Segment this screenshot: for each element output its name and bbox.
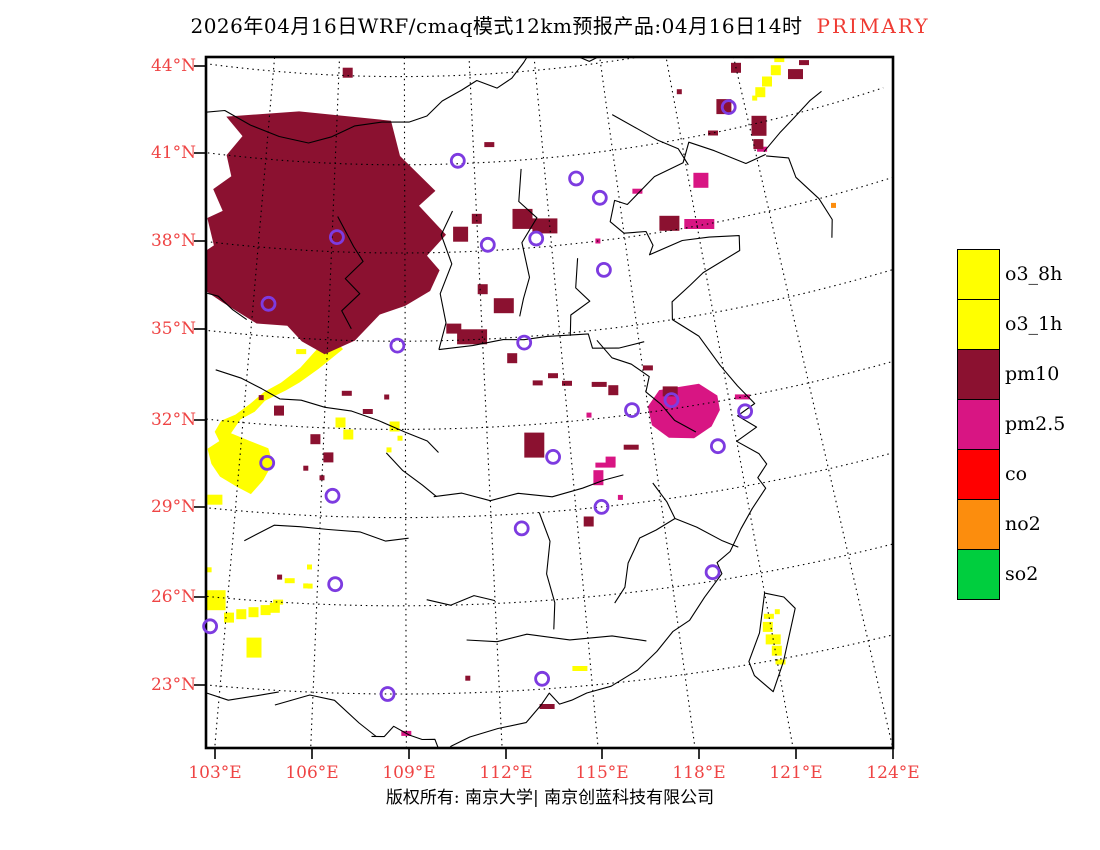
city-ring-icon bbox=[259, 454, 276, 471]
map-frame bbox=[204, 55, 895, 750]
city-ring-icon bbox=[449, 152, 466, 169]
lat-label-35: 35°N bbox=[150, 319, 196, 339]
pollution-layer-pm10 bbox=[206, 57, 809, 709]
pollutant-legend: o3_8h o3_1h pm10 pm2.5 co no2 so2 bbox=[957, 249, 1065, 600]
city-ring-icon bbox=[545, 448, 561, 465]
city-ring-icon bbox=[324, 487, 341, 504]
legend-swatch-so2: so2 bbox=[957, 549, 1038, 600]
lat-label-23: 23°N bbox=[150, 675, 196, 695]
city-ring-icon bbox=[591, 189, 608, 206]
city-ring-icon bbox=[720, 99, 737, 115]
legend-swatch-co: co bbox=[957, 449, 1027, 500]
lat-label-41: 41°N bbox=[150, 143, 196, 163]
lon-label-109: 109°E bbox=[382, 763, 436, 783]
lat-label-26: 26°N bbox=[150, 587, 196, 607]
city-ring-icon bbox=[596, 261, 612, 278]
map-inner-layers bbox=[206, 57, 893, 748]
title-text: 2026年04月16日WRF/cmaq模式12km预报产品:04月16日14时 bbox=[190, 14, 803, 38]
city-ring-icon bbox=[327, 576, 344, 593]
legend-label-no2: no2 bbox=[1005, 513, 1041, 535]
city-ring-icon bbox=[328, 229, 345, 246]
city-ring-icon bbox=[202, 618, 219, 635]
lon-label-103: 103°E bbox=[188, 763, 242, 783]
city-ring-icon bbox=[379, 686, 396, 702]
legend-swatch-pm25: pm2.5 bbox=[957, 399, 1065, 450]
pollution-layer-no2 bbox=[831, 202, 836, 208]
city-ring-icon bbox=[534, 670, 550, 687]
city-ring-icon bbox=[513, 520, 530, 537]
city-ring-icon bbox=[624, 402, 640, 419]
title-pollutant-mode: PRIMARY bbox=[816, 14, 930, 38]
coastline-borders bbox=[206, 57, 833, 748]
legend-swatch-o3_1h: o3_1h bbox=[957, 299, 1062, 350]
city-ring-icon bbox=[516, 334, 533, 351]
city-markers bbox=[202, 99, 753, 702]
graticule-grid bbox=[206, 57, 893, 748]
lat-label-29: 29°N bbox=[150, 497, 196, 517]
legend-label-o3_1h: o3_1h bbox=[1005, 313, 1063, 335]
legend-label-pm25: pm2.5 bbox=[1005, 413, 1066, 435]
city-ring-icon bbox=[704, 564, 721, 581]
city-ring-icon bbox=[568, 170, 584, 187]
city-ring-icon bbox=[663, 392, 680, 409]
legend-swatch-o3_8h: o3_8h bbox=[957, 249, 1062, 300]
city-ring-icon bbox=[479, 236, 496, 253]
lon-label-124: 124°E bbox=[866, 763, 920, 783]
lat-label-44: 44°N bbox=[150, 56, 196, 76]
lat-label-38: 38°N bbox=[150, 231, 196, 251]
copyright-line: 版权所有: 南京大学| 南京创蓝科技有限公司 bbox=[385, 788, 715, 808]
city-ring-icon bbox=[389, 337, 406, 354]
lon-label-118: 118°E bbox=[672, 763, 726, 783]
legend-label-pm10: pm10 bbox=[1005, 363, 1060, 385]
lon-label-106: 106°E bbox=[285, 763, 339, 783]
city-ring-icon bbox=[528, 230, 545, 247]
page-title: 2026年04月16日WRF/cmaq模式12km预报产品:04月16日14时 P… bbox=[60, 10, 1060, 39]
lon-label-112: 112°E bbox=[479, 763, 533, 783]
lat-label-32: 32°N bbox=[150, 410, 196, 430]
legend-label-o3_8h: o3_8h bbox=[1005, 263, 1063, 285]
lon-label-121: 121°E bbox=[769, 763, 823, 783]
legend-label-co: co bbox=[1005, 463, 1028, 485]
axis-ticks bbox=[194, 65, 894, 759]
city-ring-icon bbox=[710, 438, 726, 455]
city-ring-icon bbox=[593, 498, 610, 515]
city-ring-icon bbox=[737, 403, 753, 420]
lon-label-115: 115°E bbox=[575, 763, 629, 783]
city-ring-icon bbox=[260, 295, 277, 312]
legend-label-so2: so2 bbox=[1005, 563, 1039, 585]
legend-swatch-pm10: pm10 bbox=[957, 349, 1059, 400]
legend-swatch-no2: no2 bbox=[957, 499, 1041, 550]
